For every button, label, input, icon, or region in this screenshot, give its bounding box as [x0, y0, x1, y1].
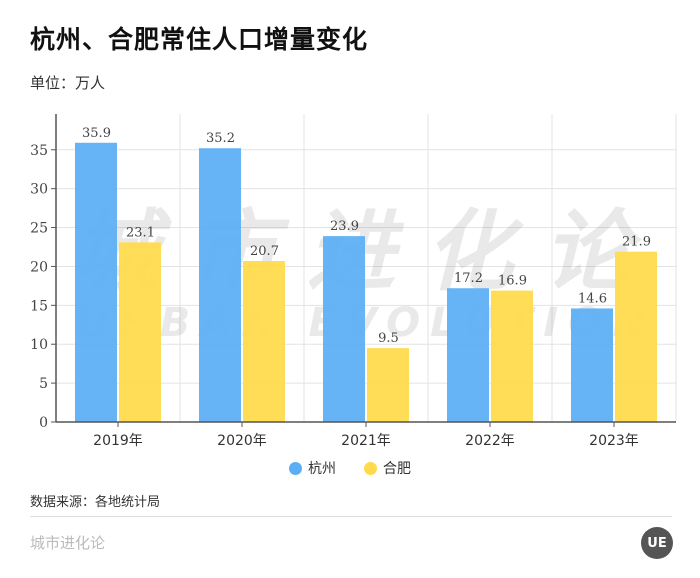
x-tick-label: 2019年 [93, 433, 143, 449]
bar-hangzhou [75, 142, 117, 422]
bar-hangzhou [323, 236, 365, 422]
legend-item-hangzhou[interactable]: 杭州 [289, 458, 336, 478]
x-tick-label: 2023年 [589, 433, 639, 449]
brand-name: 城市进化论 [30, 534, 106, 552]
data-label: 21.9 [622, 235, 651, 250]
legend-label: 杭州 [308, 461, 336, 477]
y-tick-label: 35 [30, 143, 48, 159]
bar-hangzhou [571, 308, 613, 422]
data-label: 23.9 [330, 219, 359, 234]
y-tick-label: 10 [30, 337, 48, 353]
data-label: 14.6 [578, 291, 607, 306]
y-tick-label: 0 [39, 415, 48, 431]
data-label: 35.2 [206, 131, 235, 146]
legend-dot-hefei [364, 461, 377, 475]
x-tick-label: 2022年 [465, 433, 515, 449]
brand-logo: UE [641, 527, 673, 559]
data-source: 数据来源：各地统计局 [30, 495, 161, 510]
data-label: 9.5 [378, 331, 399, 346]
legend-label: 合肥 [383, 461, 411, 477]
bar-hangzhou [199, 148, 241, 422]
data-label: 35.9 [82, 126, 111, 141]
data-label: 17.2 [454, 271, 483, 286]
y-tick-label: 30 [30, 182, 48, 198]
divider [30, 516, 672, 517]
data-label: 20.7 [250, 244, 279, 259]
watermark-en: URBAN EVOLUTION [76, 300, 655, 346]
bar-hefei [615, 251, 657, 422]
unit-label: 单位：万人 [30, 74, 106, 92]
legend: 杭州 合肥 [0, 458, 700, 478]
data-label: 23.1 [126, 225, 155, 240]
legend-item-hefei[interactable]: 合肥 [364, 458, 411, 478]
bar-hefei [243, 261, 285, 422]
y-tick-label: 20 [30, 259, 48, 275]
x-tick-label: 2021年 [341, 433, 391, 449]
x-tick-label: 2020年 [217, 433, 267, 449]
y-tick-label: 5 [39, 376, 48, 392]
legend-dot-hangzhou [289, 461, 302, 475]
y-tick-label: 25 [30, 221, 48, 237]
bar-hefei [119, 242, 161, 422]
y-tick-label: 15 [30, 298, 48, 314]
bar-hefei [491, 290, 533, 422]
data-label: 16.9 [498, 274, 527, 289]
bar-hangzhou [447, 288, 489, 422]
bar-hefei [367, 348, 409, 422]
chart-title: 杭州、合肥常住人口增量变化 [30, 25, 369, 54]
